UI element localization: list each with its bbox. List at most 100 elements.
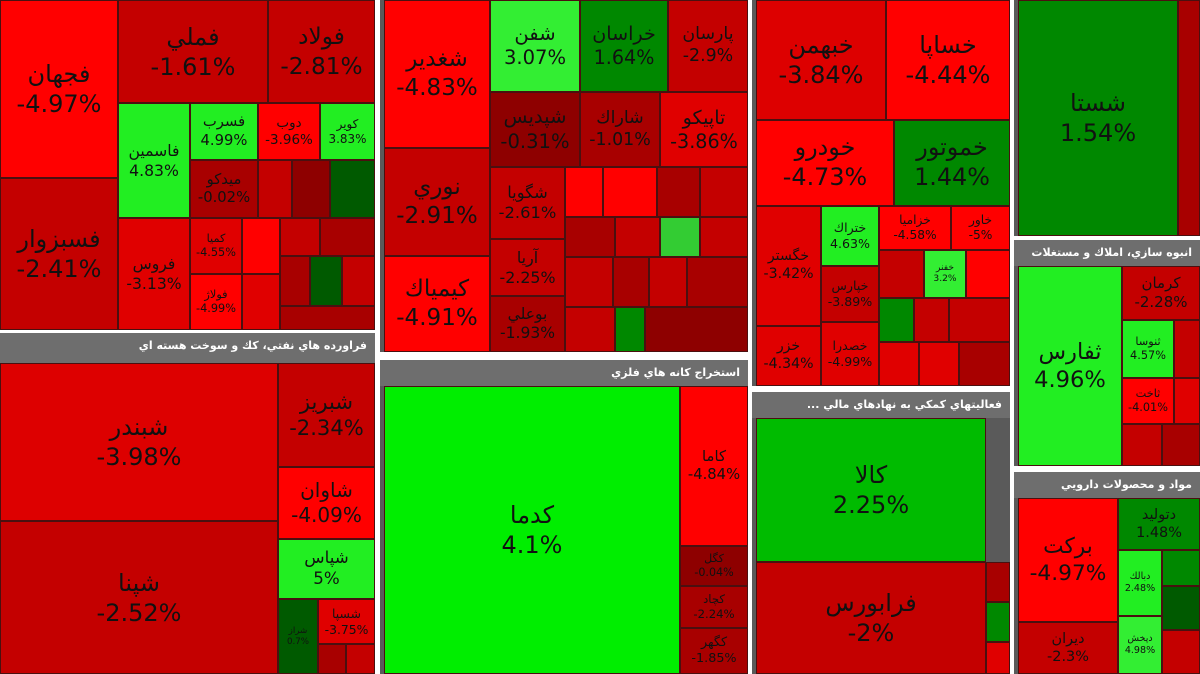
stock-tile: شاراك -1.01% [580,92,660,167]
stock-name: خودرو [794,133,856,162]
small-tile [1162,586,1200,630]
stock-tile: شپنا -2.52% [0,521,278,674]
stock-change: -4.44% [905,61,991,89]
stock-name: بوعلي [507,304,548,323]
stock-tile: فرابورس -2% [756,562,986,674]
stock-tile: خگستر -3.42% [756,206,821,326]
sector: استخراج كانه هاي فلزي كدما 4.1% كاما -4.84% ك… [380,360,748,674]
stock-tile: فاسمين 4.83% [118,103,190,218]
stock-tile: شپديس -0.31% [490,92,580,167]
stock-tile: شراز 0.7% [278,599,318,674]
stock-change: -2.9% [682,46,734,66]
stock-tile: خاور -5% [951,206,1010,250]
stock-tile: پارسان -2.9% [668,0,748,92]
stock-tile: ديران -2.3% [1018,622,1118,674]
stock-tile: فولاد -2.81% [268,0,375,103]
stock-name: دپخش [1127,633,1153,645]
stock-name: ديران [1051,630,1085,647]
small-tile [1174,378,1200,424]
small-tile [613,257,649,307]
small-tile [660,217,700,257]
stock-change: 4.83% [129,160,179,180]
stock-change: -4.55% [196,246,236,259]
stock-tile: كدما 4.1% [384,386,680,674]
stock-name: شاوان [300,478,353,502]
stock-tile: شاوان -4.09% [278,467,375,539]
stock-name: دبالك [1129,571,1151,583]
stock-change: 2.25% [832,491,910,519]
stock-change: -4.09% [291,503,362,527]
small-tile [879,298,914,342]
stock-change: 2.48% [1124,583,1156,594]
stock-name: خراسان [592,22,656,46]
small-tile [280,256,310,306]
stock-tile: فجهان -4.97% [0,0,118,178]
stock-change: 3.83% [328,131,367,146]
stock-change: -3.86% [670,129,738,153]
stock-change: 0.7% [286,636,310,647]
stock-tile: شگويا -2.61% [490,167,565,239]
stock-change: -4.01% [1128,401,1168,414]
stock-name: ميدكو [206,170,242,188]
stock-tile: دپخش 4.98% [1118,616,1162,674]
stock-tile: ثفارس 4.96% [1018,266,1122,466]
small-tile [565,257,613,307]
stock-tile: فملي -1.61% [118,0,268,103]
small-tile [919,342,959,386]
stock-change: -3.96% [265,131,313,148]
stock-tile: ثنوسا 4.57% [1122,320,1174,378]
stock-change: -4.84% [687,466,741,483]
stock-change: 5% [313,569,340,588]
stock-tile: ميدكو -0.02% [190,160,258,218]
stock-name: فولاژ [204,287,228,301]
sector: شغدير -4.83% نوري -2.91% كيمياك -4.91% شفن 3.07… [380,0,748,352]
stock-tile: خودرو -4.73% [756,120,894,206]
stock-name: دتوليد [1141,506,1177,523]
stock-name: كيمياك [404,276,470,303]
stock-name: خبهمن [788,31,854,59]
small-tile [879,342,919,386]
stock-name: كدما [509,501,555,529]
stock-tile: خزاميا -4.58% [879,206,951,250]
stock-name: شپاس [304,548,349,568]
small-tile [966,250,1010,298]
small-tile [318,644,346,674]
small-tile [1122,424,1162,466]
sector-title: استخراج كانه هاي فلزي [380,360,748,386]
stock-change: -5% [968,228,993,242]
stock-tile: خبهمن -3.84% [756,0,886,120]
stock-tile: ثاخت -4.01% [1122,378,1174,424]
stock-tile: كاما -4.84% [680,386,748,546]
stock-name: شسپا [332,606,361,622]
small-tile [687,257,748,307]
stock-name: شبندر [109,413,169,441]
stock-tile: خموتور 1.44% [894,120,1010,206]
sector: مواد و محصولات دارويي بركت -4.97% ديران -2.3… [1014,472,1200,674]
small-tile [959,342,1010,386]
stock-tile: كچاد -2.24% [680,586,748,628]
stock-change: -2.24% [693,607,735,621]
stock-name: ختراك [833,220,867,236]
stock-change: 4.63% [829,236,870,251]
small-tile [330,160,375,218]
stock-name: كميا [206,231,226,245]
stock-name: نوري [413,174,461,201]
small-tile [986,602,1010,642]
stock-change: 1.48% [1136,525,1182,541]
stock-name: خساپا [919,31,977,59]
small-tile [280,218,320,256]
stock-change: -3.84% [778,61,864,89]
sector: فجهان -4.97% فسبزوار -2.41% فملي -1.61% فولاد -… [0,0,375,330]
small-tile [986,642,1010,674]
stock-name: شگويا [507,182,548,202]
stock-tile: شسپا -3.75% [318,599,375,644]
stock-tile: ختراك 4.63% [821,206,879,266]
stock-change: -1.93% [500,324,555,342]
stock-change: -1.01% [589,129,651,150]
stock-name: شبريز [299,388,354,414]
small-tile [914,298,949,342]
stock-name: شپنا [118,568,160,597]
stock-name: پارسان [682,24,734,45]
stock-change: -4.97% [1029,561,1107,586]
stock-tile: كميا -4.55% [190,218,242,274]
